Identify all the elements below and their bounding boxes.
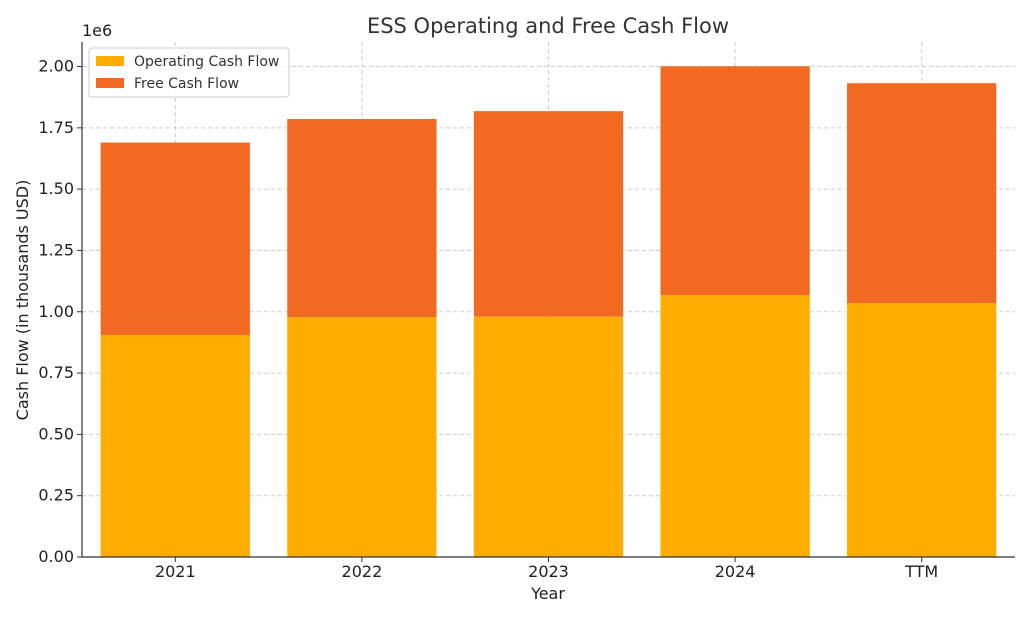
y-tick-label: 1.50 (38, 179, 74, 198)
legend-swatch (96, 56, 124, 66)
bar-operating-2023 (473, 316, 624, 557)
bar-free-2022 (287, 119, 437, 318)
bar-free-2021 (100, 142, 250, 336)
y-tick-label: 0.75 (38, 363, 74, 382)
x-tick-label: 2024 (715, 562, 756, 581)
legend-label: Free Cash Flow (134, 76, 239, 92)
y-tick-labels: 0.00 0.25 0.50 0.75 1.00 1.25 1.50 1.75 2.00 (38, 57, 74, 566)
y-tick-label: 2.00 (38, 57, 74, 76)
y-tick-label: 1.25 (38, 240, 74, 259)
legend-label: Operating Cash Flow (134, 54, 279, 70)
axes (77, 42, 1015, 562)
y-tick-label: 0.25 (38, 486, 74, 505)
legend-swatch (96, 78, 124, 88)
legend-box (88, 47, 290, 98)
y-tick-label: 1.75 (38, 118, 74, 137)
bar-operating-2022 (287, 317, 437, 557)
bar-free-ttm (847, 83, 997, 304)
x-tick-label: 2021 (155, 562, 196, 581)
x-axis-label: Year (530, 584, 565, 603)
bar-operating-2021 (100, 335, 250, 557)
bars (100, 66, 997, 557)
x-tick-labels: 2021 2022 2023 2024 TTM (155, 562, 938, 581)
bar-free-2024 (660, 66, 810, 296)
bar-free-2023 (473, 111, 624, 317)
y-tick-label: 0.50 (38, 424, 74, 443)
bar-operating-ttm (847, 303, 997, 557)
chart-title: ESS Operating and Free Cash Flow (367, 14, 729, 38)
x-tick-label: TTM (904, 562, 938, 581)
bar-operating-2024 (660, 295, 810, 557)
y-offset-label: 1e6 (82, 21, 112, 40)
y-tick-label: 1.00 (38, 302, 74, 321)
x-tick-label: 2022 (342, 562, 383, 581)
y-axis-label: Cash Flow (in thousands USD) (13, 180, 32, 421)
legend: Operating Cash Flow Free Cash Flow (88, 47, 290, 98)
y-tick-label: 0.00 (38, 547, 74, 566)
x-tick-label: 2023 (528, 562, 569, 581)
